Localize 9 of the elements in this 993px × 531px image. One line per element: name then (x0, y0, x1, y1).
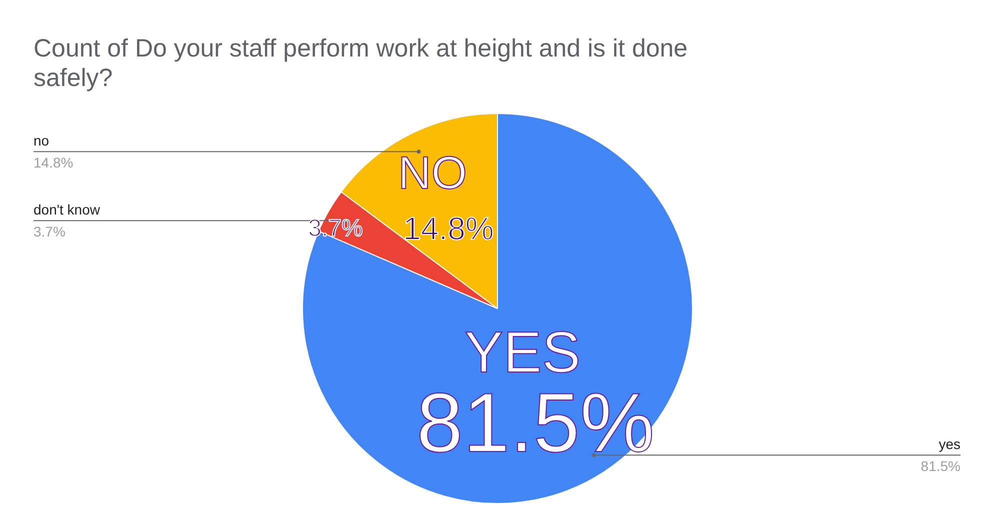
data-label: 14.8% (34, 154, 74, 171)
chart-title: Count of Do your staff perform work at height and is it done safely? (34, 34, 688, 92)
slice-label: yes (938, 436, 961, 452)
data-label: 81.5% (920, 458, 961, 474)
slice-label: don't know (34, 202, 101, 218)
text: NO (398, 146, 467, 198)
text: 14.8% (403, 210, 494, 246)
slice-label: no (34, 132, 50, 149)
data-label: 3.7% (34, 224, 66, 240)
